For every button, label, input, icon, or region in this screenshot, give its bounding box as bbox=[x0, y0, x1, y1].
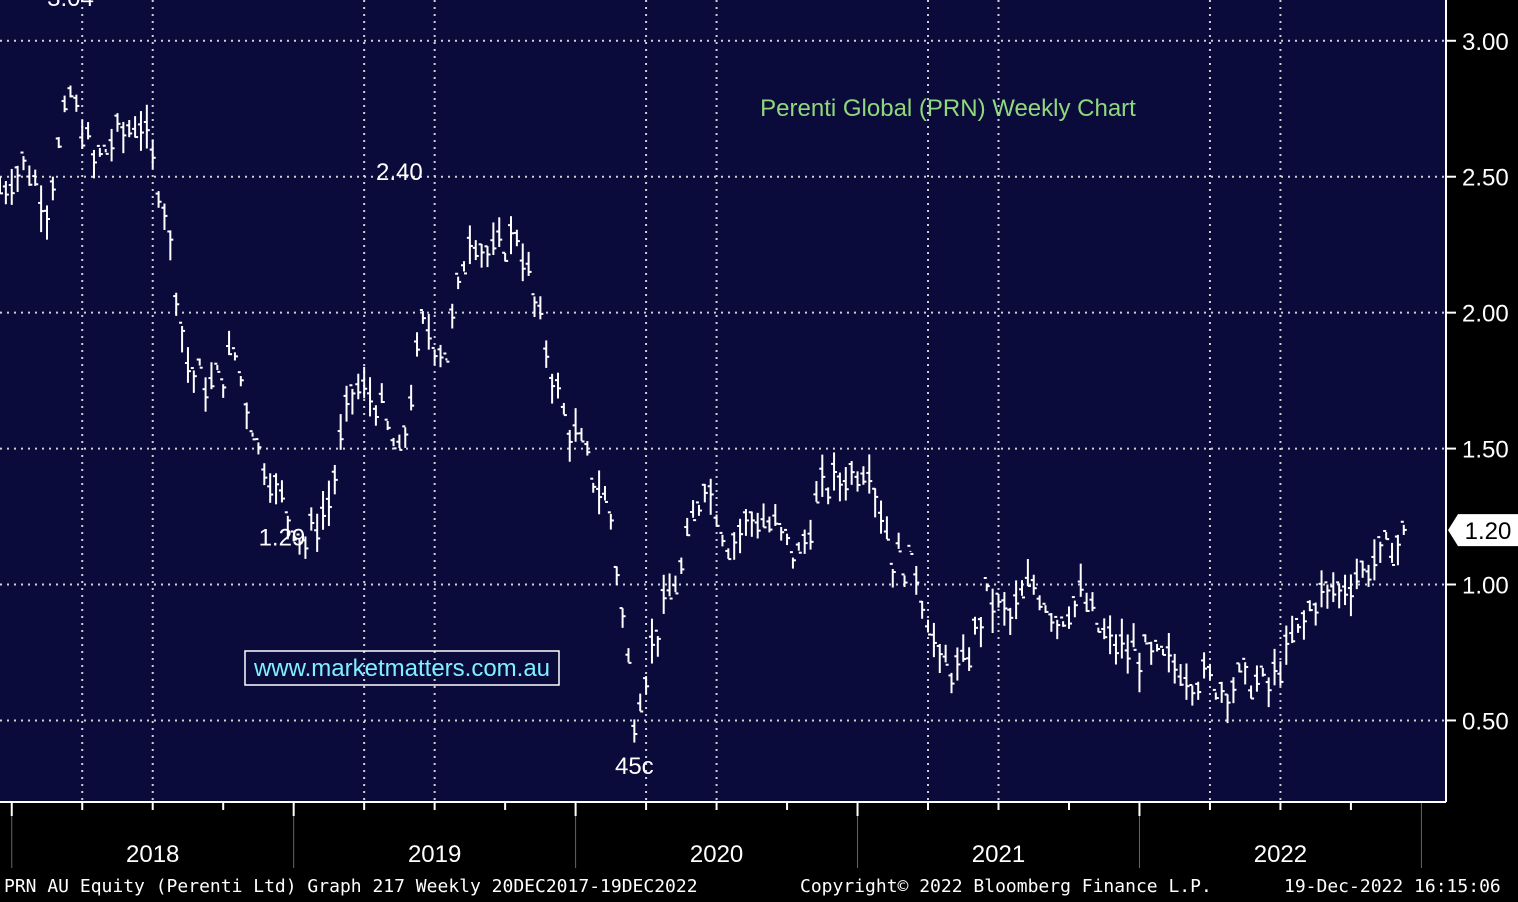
x-tick-label: 2022 bbox=[1254, 841, 1307, 868]
y-tick-label: 2.50 bbox=[1462, 165, 1509, 192]
x-tick-label: 2019 bbox=[408, 841, 461, 868]
watermark-url[interactable]: www.marketmatters.com.au bbox=[253, 655, 550, 682]
y-tick-label: 2.00 bbox=[1462, 301, 1509, 328]
last-price-label: 1.20 bbox=[1465, 518, 1512, 545]
price-annotation: 1.29 bbox=[259, 525, 306, 552]
price-series bbox=[0, 85, 1407, 743]
x-tick-label: 2021 bbox=[972, 841, 1025, 868]
y-tick-label: 1.50 bbox=[1462, 437, 1509, 464]
axes: 0.50 1.00 1.50 2.00 2.50 3.00 2018 2019 2020 2021… bbox=[0, 0, 1518, 868]
x-tick-label: 2018 bbox=[126, 841, 179, 868]
price-annotation: 3.04 bbox=[47, 0, 94, 12]
y-tick-label: 3.00 bbox=[1462, 29, 1509, 56]
watermark-box bbox=[244, 650, 560, 686]
footer-bar: PRN AU Equity (Perenti Ltd) Graph 217 We… bbox=[0, 870, 1518, 902]
footer-timestamp: 19-Dec-2022 16:15:06 bbox=[1284, 876, 1501, 897]
footer-copyright: Copyright© 2022 Bloomberg Finance L.P. bbox=[800, 876, 1212, 897]
footer-security-info: PRN AU Equity (Perenti Ltd) Graph 217 We… bbox=[4, 876, 698, 897]
grid bbox=[0, 0, 1446, 802]
annotations: 3.04 2.40 1.29 45c bbox=[47, 0, 654, 780]
chart-title: Perenti Global (PRN) Weekly Chart bbox=[760, 95, 1136, 122]
price-annotation: 45c bbox=[615, 753, 654, 780]
y-tick-label: 0.50 bbox=[1462, 708, 1509, 735]
y-tick-label: 1.00 bbox=[1462, 573, 1509, 600]
x-tick-label: 2020 bbox=[690, 841, 743, 868]
last-price-marker bbox=[1448, 514, 1518, 547]
price-chart: 0.50 1.00 1.50 2.00 2.50 3.00 2018 2019 2020 2021… bbox=[0, 0, 1518, 870]
price-annotation: 2.40 bbox=[376, 159, 423, 186]
plot-area bbox=[0, 0, 1446, 802]
